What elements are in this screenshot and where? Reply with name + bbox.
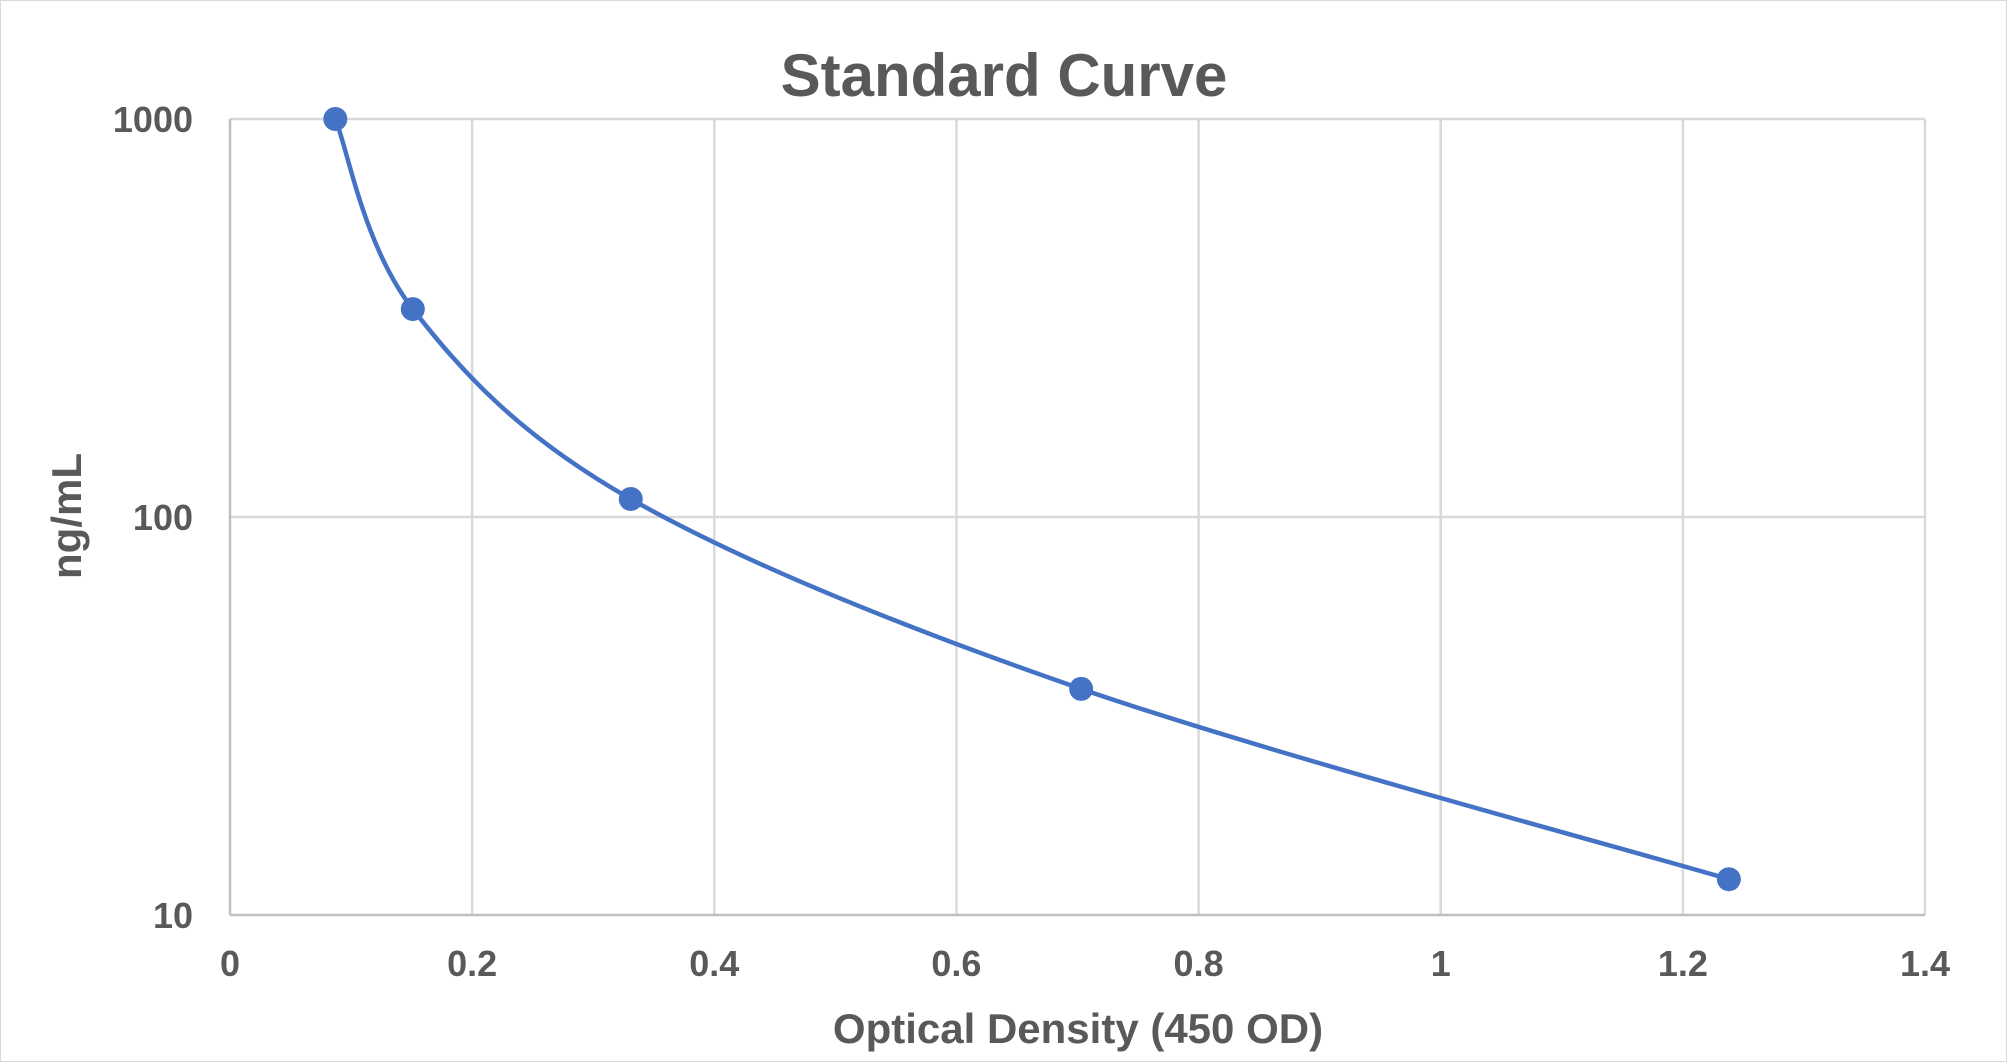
data-point [618, 486, 643, 511]
chart-title: Standard Curve [781, 42, 1228, 109]
y-tick-label: 10 [153, 895, 193, 936]
x-tick-label: 0 [220, 943, 240, 984]
x-tick-label: 1 [1431, 943, 1451, 984]
data-point [400, 297, 425, 322]
series-line [333, 116, 1732, 882]
x-tick-label: 1.2 [1658, 943, 1708, 984]
x-tick-label: 0.2 [447, 943, 497, 984]
tick-labels: 0 0.2 0.4 0.6 0.8 1 1.2 1.4 1000 100 10 [113, 99, 1950, 984]
axis-layer [228, 119, 1925, 917]
x-tick-label: 0.6 [931, 943, 981, 984]
data-point [1716, 867, 1741, 892]
y-tick-label: 100 [133, 497, 193, 538]
x-tick-label: 1.4 [1900, 943, 1950, 984]
grid-layer [230, 117, 1927, 915]
data-point [323, 107, 348, 131]
y-axis-title: ng/mL [43, 453, 90, 579]
series-layer [323, 107, 1741, 892]
x-axis-title: Optical Density (450 OD) [833, 1005, 1323, 1052]
x-tick-label: 0.4 [689, 943, 739, 984]
x-tick-label: 0.8 [1174, 943, 1224, 984]
y-tick-label: 1000 [113, 99, 193, 140]
data-point [1069, 676, 1094, 701]
